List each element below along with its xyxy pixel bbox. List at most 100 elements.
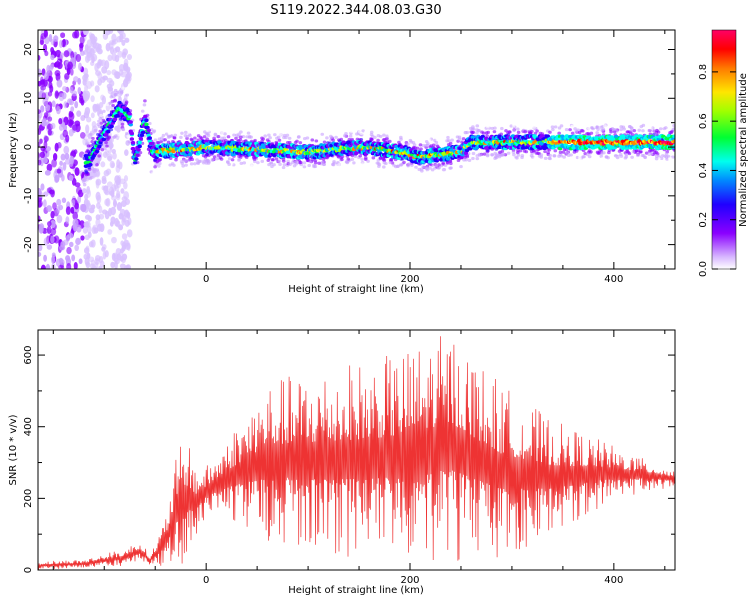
heatmap-cell: [119, 248, 125, 254]
y-tick-label: 10: [23, 92, 34, 105]
heatmap-cell: [518, 149, 523, 153]
heatmap-cell: [111, 236, 117, 244]
heatmap-cell: [218, 156, 223, 160]
heatmap-cell: [135, 153, 140, 158]
heatmap-cell: [376, 134, 381, 138]
heatmap-cell: [38, 152, 41, 160]
heatmap-cell: [484, 131, 489, 135]
heatmap-cell: [641, 129, 645, 133]
heatmap-cell: [317, 161, 321, 165]
heatmap-cell: [587, 126, 591, 130]
heatmap-cell: [292, 164, 297, 168]
heatmap-cell: [566, 153, 571, 158]
heatmap-cell: [53, 35, 59, 42]
heatmap-cell: [427, 138, 432, 142]
heatmap-cell: [102, 109, 106, 113]
heatmap-cell: [86, 116, 92, 123]
heatmap-cell: [197, 129, 202, 133]
heatmap-cell: [376, 138, 380, 142]
heatmap-cell: [226, 135, 231, 139]
heatmap-cell: [223, 132, 227, 136]
heatmap-cell: [70, 206, 75, 214]
heatmap-cell: [371, 156, 376, 160]
heatmap-cell: [120, 132, 125, 136]
heatmap-cell: [520, 124, 524, 128]
heatmap-cell: [78, 62, 82, 71]
heatmap-cell: [267, 133, 271, 137]
heatmap-cell: [97, 78, 103, 86]
heatmap-cell: [114, 134, 118, 138]
heatmap-cell: [71, 177, 77, 186]
heatmap-cell: [626, 130, 630, 134]
heatmap-cell: [215, 157, 219, 161]
heatmap-cell: [38, 251, 42, 257]
heatmap-cell: [121, 233, 128, 240]
heatmap-cell: [448, 166, 452, 170]
heatmap-cell: [44, 104, 51, 111]
heatmap-cell: [47, 129, 52, 136]
heatmap-cell: [49, 63, 55, 70]
heatmap-cell: [96, 48, 103, 55]
heatmap-cell: [232, 133, 236, 137]
heatmap-cell: [95, 163, 99, 167]
heatmap-cell: [44, 265, 51, 269]
heatmap-cell: [321, 157, 326, 161]
heatmap-cell: [557, 154, 561, 158]
heatmap-cell: [322, 140, 327, 144]
heatmap-cell: [60, 153, 66, 161]
heatmap-cell: [54, 174, 60, 183]
heatmap-cell: [82, 183, 87, 187]
heatmap-cell: [572, 150, 577, 154]
heatmap-cell: [490, 153, 495, 157]
heatmap-cell: [672, 134, 675, 139]
heatmap-cell: [539, 124, 543, 128]
heatmap-cell: [81, 188, 87, 194]
colorbar-ticks: 0.0 0.2 0.4 0.6 0.8: [698, 64, 736, 277]
heatmap-cell: [83, 221, 90, 228]
heatmap-cell: [106, 147, 111, 151]
heatmap-cell: [99, 113, 103, 118]
heatmap-cell: [196, 138, 200, 142]
heatmap-cell: [86, 39, 92, 49]
heatmap-cell: [399, 145, 405, 149]
heatmap-cell: [113, 47, 118, 54]
heatmap-cell: [50, 38, 55, 46]
heatmap-cell: [227, 162, 231, 167]
heatmap-cell: [70, 106, 75, 113]
heatmap-cell: [143, 114, 148, 119]
heatmap-cell: [94, 85, 100, 93]
heatmap-cell: [38, 68, 42, 77]
heatmap-cell: [158, 133, 163, 137]
heatmap-cell: [603, 124, 607, 128]
heatmap-cell: [97, 119, 101, 123]
heatmap-cell: [65, 216, 70, 224]
heatmap-cell: [193, 162, 197, 166]
heatmap-cell: [159, 165, 164, 169]
heatmap-cell: [344, 160, 349, 164]
heatmap-cell: [501, 152, 506, 156]
heatmap-cell: [672, 139, 675, 144]
heatmap-cell: [511, 150, 516, 154]
heatmap-cell: [110, 261, 116, 269]
heatmap-cell: [350, 137, 354, 142]
heatmap-cell: [54, 70, 61, 77]
heatmap-cell: [38, 159, 42, 166]
heatmap-cell: [100, 148, 105, 152]
heatmap-cell: [326, 132, 331, 136]
heatmap-cell: [498, 150, 502, 154]
heatmap-cell: [109, 80, 115, 87]
heatmap-cell: [285, 133, 290, 137]
heatmap-cell: [42, 157, 48, 164]
heatmap-cell: [480, 125, 485, 129]
heatmap-cell: [97, 124, 102, 128]
heatmap-cell: [60, 32, 66, 39]
heatmap-cell: [67, 98, 73, 105]
heatmap-cell: [366, 162, 371, 166]
heatmap-cell: [133, 160, 138, 165]
heatmap-cell: [358, 130, 362, 134]
heatmap-cell: [117, 30, 122, 34]
heatmap-cell: [121, 217, 126, 226]
heatmap-cell: [647, 129, 651, 133]
heatmap-cell: [109, 124, 114, 129]
heatmap-cell: [448, 141, 453, 145]
